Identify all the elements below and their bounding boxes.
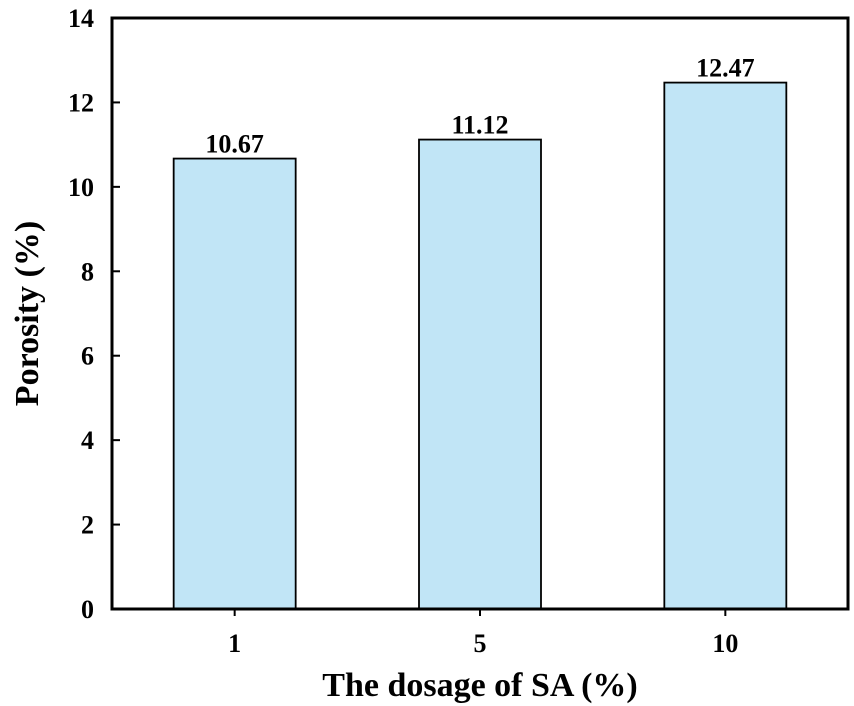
x-axis-title: The dosage of SA (%) bbox=[322, 667, 637, 704]
bars-group bbox=[172, 81, 788, 610]
data-label-1: 10.67 bbox=[205, 130, 264, 159]
y-tick-label: 2 bbox=[81, 511, 94, 540]
y-axis-ticks: 0 2 4 6 8 10 12 14 bbox=[68, 4, 120, 624]
x-tick-label: 5 bbox=[474, 629, 487, 658]
y-axis-title: Porosity (%) bbox=[9, 221, 46, 406]
y-tick-label: 14 bbox=[68, 4, 94, 33]
bar-1 bbox=[172, 157, 297, 610]
x-tick-label: 10 bbox=[712, 629, 738, 658]
data-label-10: 12.47 bbox=[696, 54, 755, 83]
x-tick-label: 1 bbox=[228, 629, 241, 658]
y-tick-label: 6 bbox=[81, 342, 94, 371]
y-tick-label: 0 bbox=[81, 595, 94, 624]
data-labels-group: 10.67 11.12 12.47 bbox=[205, 54, 754, 159]
y-tick-label: 12 bbox=[68, 88, 94, 117]
y-tick-label: 10 bbox=[68, 173, 94, 202]
x-axis-ticks: 1 5 10 bbox=[228, 609, 738, 658]
bar-10 bbox=[663, 81, 788, 610]
y-tick-label: 4 bbox=[81, 426, 94, 455]
bar-5 bbox=[418, 138, 542, 610]
data-label-5: 11.12 bbox=[451, 111, 508, 140]
y-tick-label: 8 bbox=[81, 257, 94, 286]
